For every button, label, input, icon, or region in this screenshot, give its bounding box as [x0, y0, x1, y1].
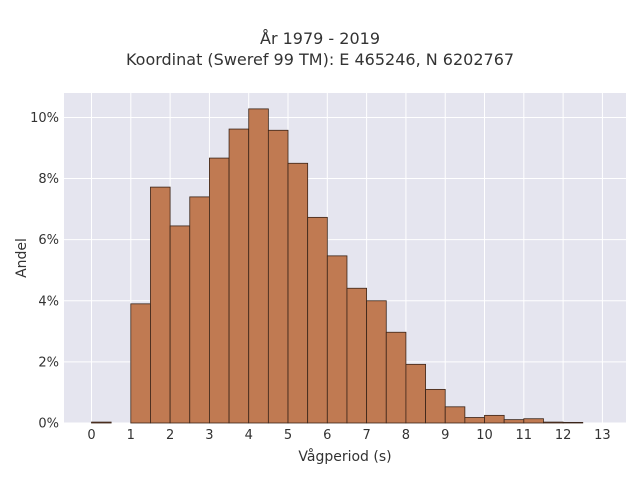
histogram-bar	[425, 388, 446, 424]
x-tick-label: 1	[127, 428, 135, 443]
histogram-bar	[543, 421, 564, 424]
histogram-bar	[326, 255, 348, 424]
histogram-bar	[169, 225, 191, 424]
y-tick-label: 4%	[38, 294, 59, 309]
histogram-bar	[248, 108, 269, 424]
x-tick-label: 10	[476, 428, 493, 443]
y-tick-label: 2%	[38, 355, 59, 370]
histogram-bar	[287, 162, 309, 424]
x-tick-label: 0	[87, 428, 95, 443]
bars	[91, 108, 584, 424]
histogram-bar	[503, 419, 525, 424]
histogram-bar	[523, 418, 544, 424]
histogram-bar	[484, 414, 505, 424]
y-tick-label: 10%	[30, 111, 59, 126]
x-tick-label: 12	[555, 428, 572, 443]
x-tick-label: 7	[362, 428, 370, 443]
histogram-bar	[366, 300, 387, 424]
x-tick-label: 2	[166, 428, 174, 443]
histogram-bar	[130, 303, 151, 424]
x-axis-ticks: 0 1 2 3 4 5 6 7 8 9 10 11 12 13	[87, 428, 610, 443]
histogram-bar	[228, 128, 250, 424]
y-tick-label: 0%	[38, 417, 59, 432]
histogram-bar	[405, 363, 426, 424]
histogram-bar	[91, 421, 112, 424]
x-tick-label: 3	[205, 428, 213, 443]
histogram-bar	[307, 216, 328, 424]
y-tick-label: 8%	[38, 172, 59, 187]
histogram-bar	[189, 196, 210, 424]
chart-title: År 1979 - 2019	[260, 29, 380, 48]
x-tick-label: 5	[284, 428, 292, 443]
x-tick-label: 4	[245, 428, 253, 443]
histogram-bar	[464, 417, 485, 424]
x-tick-label: 6	[323, 428, 331, 443]
histogram-bar	[562, 421, 584, 424]
histogram-bar	[209, 157, 230, 424]
x-tick-label: 13	[594, 428, 611, 443]
histogram-bar	[444, 406, 466, 424]
y-axis-title: Andel	[14, 238, 30, 278]
x-tick-label: 9	[441, 428, 449, 443]
histogram-bar	[346, 287, 368, 424]
y-tick-label: 6%	[38, 233, 59, 248]
x-axis-title: Vågperiod (s)	[298, 448, 391, 465]
histogram-bar	[385, 331, 407, 424]
chart-subtitle: Koordinat (Sweref 99 TM): E 465246, N 62…	[125, 50, 515, 69]
histogram-bar	[150, 186, 171, 424]
x-tick-label: 11	[516, 428, 533, 443]
histogram-bar	[267, 129, 289, 424]
x-tick-label: 8	[402, 428, 410, 443]
y-axis-ticks: 0% 2% 4% 6% 8% 10%	[30, 111, 59, 432]
